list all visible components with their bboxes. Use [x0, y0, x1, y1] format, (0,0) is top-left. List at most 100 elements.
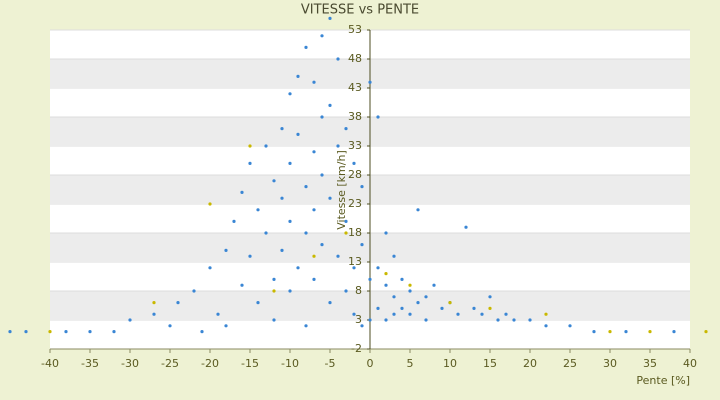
point: [64, 330, 68, 334]
point: [320, 173, 324, 177]
point: [368, 318, 372, 322]
point: [248, 161, 252, 165]
y-tick-label: 38: [348, 110, 362, 123]
point: [280, 196, 284, 200]
point: [360, 324, 364, 328]
point: [152, 312, 156, 316]
x-tick-label: -30: [121, 357, 139, 370]
x-tick-label: 25: [563, 357, 577, 370]
point: [312, 150, 316, 154]
point: [280, 248, 284, 252]
point: [200, 330, 204, 334]
point: [280, 127, 284, 131]
point: [304, 45, 308, 50]
point: [216, 312, 220, 316]
x-tick-label: -10: [281, 357, 299, 370]
point: [400, 306, 404, 310]
point: [424, 295, 428, 299]
point: [320, 34, 324, 38]
point: [296, 132, 300, 136]
point: [328, 16, 332, 20]
point: [464, 225, 468, 229]
y-tick-label: 28: [348, 168, 362, 181]
point: [272, 179, 276, 183]
point: [352, 312, 356, 316]
point: [192, 289, 196, 293]
point: [256, 208, 260, 212]
point: [408, 283, 412, 287]
y-tick-label: 13: [348, 255, 362, 268]
point: [344, 289, 348, 293]
y-tick-label: 53: [348, 23, 362, 36]
x-tick-label: -5: [325, 357, 336, 370]
x-tick-label: -35: [81, 357, 99, 370]
point: [392, 312, 396, 316]
point: [568, 324, 572, 328]
y-tick-label: 33: [348, 139, 362, 152]
x-tick-label: 5: [407, 357, 414, 370]
point: [256, 301, 260, 305]
point: [208, 266, 212, 270]
point: [440, 306, 444, 310]
point: [376, 306, 380, 310]
y-tick-label: 48: [348, 52, 362, 65]
point: [592, 330, 596, 334]
x-axis-label: Pente [%]: [636, 374, 690, 387]
point: [272, 318, 276, 322]
point: [264, 144, 268, 148]
x-tick-label: -40: [41, 357, 59, 370]
point: [320, 115, 324, 119]
point: [304, 185, 308, 189]
point: [368, 277, 372, 281]
point: [88, 330, 92, 334]
point: [240, 283, 244, 287]
point: [336, 57, 340, 61]
point: [384, 272, 388, 276]
point: [272, 289, 276, 293]
point: [416, 208, 420, 212]
point: [376, 115, 380, 119]
y-tick-label: 3: [355, 313, 362, 326]
x-tick-label: -15: [241, 357, 259, 370]
point: [448, 301, 452, 305]
x-tick-label: 35: [643, 357, 657, 370]
point: [304, 231, 308, 235]
point: [240, 190, 244, 194]
point: [288, 161, 292, 165]
point: [128, 318, 132, 322]
x-tick-label: 0: [367, 357, 374, 370]
point: [344, 231, 348, 235]
point: [624, 330, 628, 334]
point: [472, 306, 476, 310]
point: [296, 74, 300, 78]
point: [168, 324, 172, 328]
point: [488, 306, 492, 310]
point: [288, 92, 292, 96]
point: [504, 312, 508, 316]
point: [488, 295, 492, 299]
x-tick-label: 30: [603, 357, 617, 370]
point: [392, 254, 396, 258]
y-tick-label: 43: [348, 81, 362, 94]
point: [432, 283, 436, 287]
y-tick-label: 8: [355, 284, 362, 297]
x-tick-label: 20: [523, 357, 537, 370]
point: [480, 312, 484, 316]
point: [112, 330, 116, 334]
point: [424, 318, 428, 322]
point: [528, 318, 532, 322]
chart-title: VITESSE vs PENTE: [301, 3, 419, 18]
x-tick-label: 10: [443, 357, 457, 370]
point: [304, 324, 308, 328]
point: [336, 254, 340, 258]
point: [328, 196, 332, 200]
y-axis-label: Vitesse [km/h]: [335, 150, 348, 230]
point: [544, 312, 548, 316]
point: [392, 295, 396, 299]
point: [376, 266, 380, 270]
point: [408, 289, 412, 293]
point: [328, 103, 332, 107]
point: [288, 219, 292, 223]
point: [312, 277, 316, 281]
